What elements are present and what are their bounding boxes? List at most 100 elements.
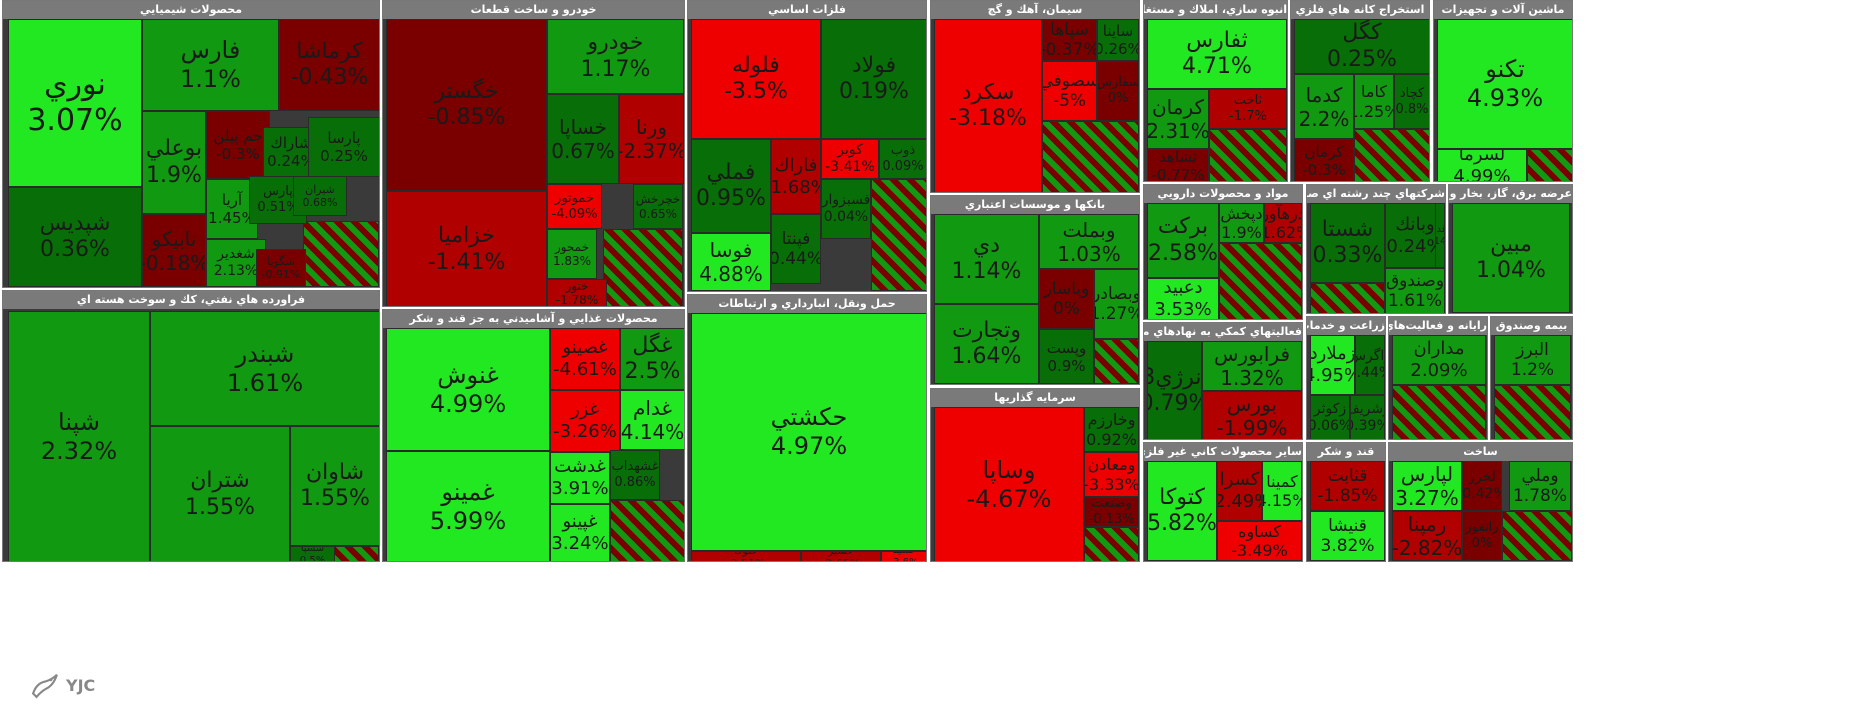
stock-tile[interactable]: البرز 1.2% (1494, 335, 1571, 385)
stock-tile[interactable]: سفارس 0% (1097, 61, 1139, 121)
stock-tile[interactable]: ثفارس 4.71% (1147, 19, 1287, 89)
sector-7[interactable]: سيمان، آهك و گچ سكرد -3.18% سپاها -0.37% ساين… (930, 0, 1140, 193)
stock-tile[interactable]: كرمان -0.3% (1294, 139, 1354, 181)
stock-tile[interactable]: بورس -1.99% (1202, 391, 1302, 439)
stock-tile[interactable]: زاگرس0.44% (1355, 335, 1385, 395)
stock-tile[interactable]: بركت 2.58% (1147, 203, 1219, 278)
stock-tile[interactable]: وپاسار 0% (1039, 269, 1094, 329)
stock-tile[interactable]: رانفور 0% (1462, 511, 1502, 561)
stock-tile[interactable]: كگل 0.25% (1294, 19, 1429, 74)
stock-tile[interactable]: سصوفي -5% (1042, 61, 1097, 121)
sector-22[interactable]: ساختلپارس3.27%لخزر-0.42%رمپنا-2.82%وملي1… (1388, 442, 1573, 562)
sector-18[interactable]: رايانه و فعاليت‌هاي وابستهمداران2.09% (1388, 316, 1488, 440)
stock-tile[interactable]: حسينا-3.8% (881, 551, 926, 561)
stock-tile[interactable]: كچاد 0.8% (1394, 74, 1429, 129)
stock-tile[interactable]: ثشاهد -0.77% (1147, 149, 1209, 181)
stock-tile[interactable]: ذوب 0.09% (879, 139, 926, 179)
sector-16[interactable]: فعاليتهاي كمكي به نهادهاي مالي واسطانرژي… (1143, 322, 1303, 440)
stock-tile[interactable]: ورنا -2.37% (619, 94, 684, 184)
stock-tile[interactable]: غمينو 5.99% (386, 451, 550, 561)
stock-tile[interactable]: حكشتي 4.97% (691, 313, 926, 551)
stock-tile[interactable]: وملي 1.78% (1509, 461, 1571, 511)
stock-tile[interactable]: دي 1.14% (934, 214, 1039, 304)
stock-tile[interactable]: مبين 1.04% (1452, 203, 1570, 313)
stock-tile[interactable]: غصينو -4.61% (550, 328, 620, 390)
stock-tile[interactable]: نابيكو -0.18% (142, 214, 206, 287)
stock-tile[interactable]: جم پيلن -0.3% (206, 111, 270, 179)
stock-tile[interactable]: وخارزم 0.92% (1084, 407, 1139, 452)
stock-tile[interactable]: قنيشا 3.82% (1310, 511, 1385, 561)
sector-10[interactable]: انبوه سازي، املاك و مستغلاتثفارس4.71%ثاخ… (1143, 0, 1288, 182)
stock-tile[interactable]: فرابورس 1.32% (1202, 341, 1302, 391)
stock-tile[interactable]: خودرو 1.17% (547, 19, 684, 94)
stock-tile[interactable]: غدام 4.14% (620, 390, 684, 450)
sector-13[interactable]: مواد و محصولات داروييبركت2.58%دپخش1.9%در… (1143, 184, 1303, 320)
stock-tile[interactable]: خگستر -0.85% (386, 19, 547, 191)
stock-tile[interactable]: لپارس 3.27% (1392, 461, 1462, 511)
sector-5[interactable]: فلزات اساسي فلوله -3.5% فولاد 0.19% فملي 0.95%… (687, 0, 927, 292)
stock-tile[interactable]: فسبزوار 0.04% (821, 179, 871, 239)
stock-tile[interactable]: فاراك-1.68% (771, 139, 821, 214)
stock-tile[interactable]: زملارد4.95% (1310, 335, 1355, 395)
stock-tile[interactable]: شيران 0.68% (293, 176, 347, 216)
stock-tile[interactable]: دعبيد 3.53% (1147, 278, 1219, 319)
stock-tile[interactable]: غشهداب 0.86% (610, 450, 660, 500)
stock-tile[interactable]: شپديس 0.36% (8, 187, 142, 287)
stock-tile[interactable]: فولاد 0.19% (821, 19, 926, 139)
stock-tile[interactable]: ومعادن -3.33% (1084, 452, 1139, 497)
sector-8[interactable]: بانكها و موسسات اعتباري دي 1.14% وبملت 1.03%… (930, 195, 1140, 385)
stock-tile[interactable]: شاوان 1.55% (290, 426, 379, 546)
stock-tile[interactable]: غگل 2.5% (620, 328, 684, 390)
stock-tile[interactable]: حسير-2.65% (801, 551, 881, 561)
stock-tile[interactable]: كسرا-2.49% (1217, 461, 1262, 521)
stock-tile[interactable]: شغدير 2.13% (206, 239, 266, 287)
sector-2[interactable]: فراورده هاي نفتي، كك و سوخت هسته اي شپنا 2… (2, 290, 380, 562)
stock-tile[interactable]: بوعلي 1.9% (142, 111, 206, 214)
stock-tile[interactable]: كرمان 2.31% (1147, 89, 1209, 149)
stock-tile[interactable]: مداران 2.09% (1392, 335, 1486, 385)
sector-12[interactable]: ماشين آلات و تجهيزات تكنو 4.93% لسرما 4.99% (1433, 0, 1573, 182)
sector-14[interactable]: شركتهاي چند رشته اي صنعتيوبانك0.24%وغدير… (1306, 184, 1446, 314)
stock-tile[interactable]: كوير -3.41% (821, 139, 879, 179)
stock-tile[interactable]: وپست 0.9% (1039, 329, 1094, 384)
stock-tile[interactable]: انرژي30.79% (1147, 341, 1202, 439)
stock-tile[interactable]: خزاميا -1.41% (386, 191, 547, 306)
sector-9[interactable]: سرمايه گذاريها وساپا -4.67% وخارزم 0.92% ومعا… (930, 388, 1140, 562)
stock-tile[interactable]: كرماشا -0.43% (279, 19, 379, 111)
stock-tile[interactable]: پارسا 0.25% (308, 117, 379, 177)
stock-tile[interactable]: فلوله -3.5% (691, 19, 821, 139)
stock-tile[interactable]: غزر -3.26% (550, 390, 620, 452)
stock-tile[interactable]: تكنو 4.93% (1437, 19, 1572, 149)
sector-17[interactable]: زراعت و خدمات وابستهزملارد4.95%زاگرس0.44… (1306, 316, 1386, 440)
stock-tile[interactable]: ثاخت -1.7% (1209, 89, 1287, 129)
sector-1[interactable]: محصولات شيميايي نوري 3.07% شپديس 0.36% فارس 1.… (2, 0, 380, 288)
stock-tile[interactable]: ساينا0.26% (1097, 19, 1139, 61)
stock-tile[interactable]: فارس 1.1% (142, 19, 279, 111)
stock-tile[interactable]: وبصادر1.27% (1094, 269, 1139, 339)
stock-tile[interactable]: نوري 3.07% (8, 19, 142, 187)
sector-15[interactable]: عرضه برق، گاز، بخار و آب گرممبين1.04% (1448, 184, 1573, 314)
stock-tile[interactable]: فوسا 4.88% (691, 233, 771, 291)
stock-tile[interactable]: كمينا4.15% (1262, 461, 1302, 521)
stock-tile[interactable]: درهآور-1.62% (1264, 203, 1302, 243)
stock-tile[interactable]: خموتور -4.09% (547, 184, 602, 229)
stock-tile[interactable]: ختور -1.78% (547, 279, 607, 306)
stock-tile[interactable]: سپاها -0.37% (1042, 19, 1097, 61)
stock-tile[interactable]: وغدير0.14% (1435, 203, 1445, 268)
stock-tile[interactable]: شتران 1.55% (150, 426, 290, 561)
stock-tile[interactable]: حتوكا-2.51% (691, 551, 801, 561)
sector-6[interactable]: حمل ونقل، انبارداري و ارتباطات حكشتي 4.97%… (687, 294, 927, 562)
stock-tile[interactable]: لخزر-0.42% (1462, 461, 1502, 511)
stock-tile[interactable]: كساوه -3.49% (1217, 521, 1302, 561)
stock-tile[interactable]: غدشت 3.91% (550, 452, 610, 504)
stock-tile[interactable]: وساپا -4.67% (934, 407, 1084, 561)
stock-tile[interactable]: شپنا 2.32% (8, 311, 150, 561)
stock-tile[interactable]: وبانك 0.24% (1385, 203, 1445, 268)
stock-tile[interactable]: شگويا -0.91% (256, 249, 306, 287)
stock-tile[interactable]: زشريف0.39% (1350, 395, 1385, 439)
sector-19[interactable]: بيمه وصندوق البرز 1.2% (1490, 316, 1573, 440)
stock-tile[interactable]: غپينو 3.24% (550, 504, 610, 561)
stock-tile[interactable]: كدما 2.2% (1294, 74, 1354, 139)
stock-tile[interactable]: شستا 0.33% (1310, 203, 1385, 283)
stock-tile[interactable]: زكوثر0.06% (1310, 395, 1350, 439)
